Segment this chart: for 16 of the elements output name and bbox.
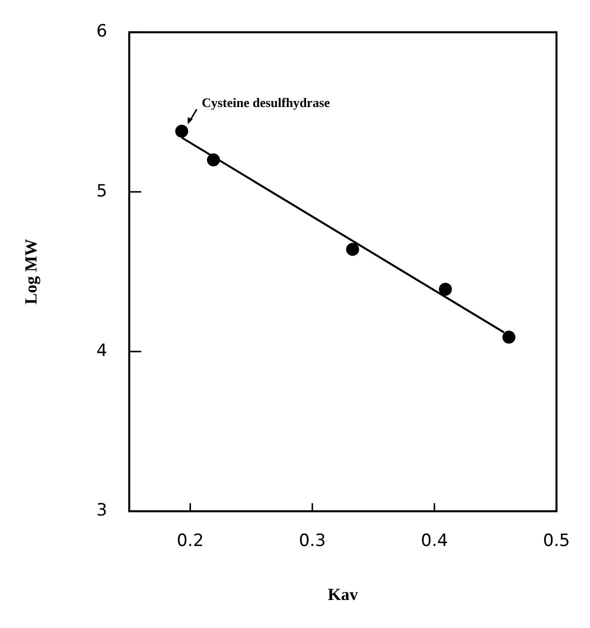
- x-tick-label: 0.3: [298, 530, 326, 551]
- annotation: Cysteine desulfhydrase: [202, 95, 330, 110]
- x-tick-label: 0.2: [176, 530, 204, 551]
- point: [346, 242, 360, 256]
- x-axis-title: Kav: [328, 585, 358, 604]
- x-tick-label: 0.4: [420, 530, 448, 551]
- y-tick-label: 4: [96, 340, 108, 361]
- point: [502, 330, 516, 344]
- y-tick-label: 5: [96, 181, 108, 202]
- y-tick-label: 6: [96, 22, 108, 42]
- point: [175, 124, 188, 138]
- y-tick-label: 3: [96, 500, 108, 521]
- y-axis-title: Log MW: [22, 238, 41, 305]
- point: [206, 153, 220, 166]
- x-tick-label: 0.5: [542, 530, 570, 551]
- point: [438, 282, 452, 296]
